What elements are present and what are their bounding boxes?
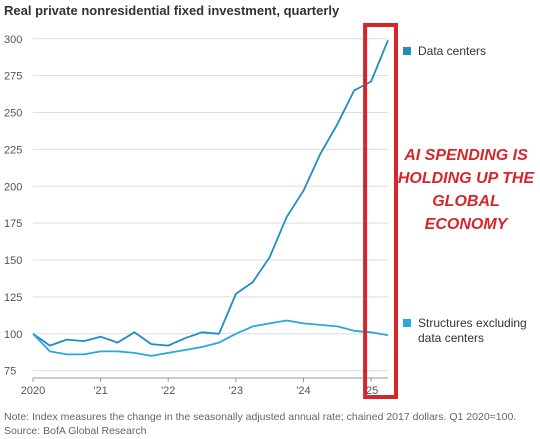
x-tick-label: '23 bbox=[229, 385, 243, 397]
y-tick-label: 225 bbox=[4, 144, 22, 156]
chart-source: Source: BofA Global Research bbox=[4, 425, 147, 437]
y-tick-label: 250 bbox=[4, 108, 22, 120]
annotation-line: GLOBAL bbox=[432, 193, 500, 210]
x-tick-label: '24 bbox=[296, 385, 310, 397]
chart-title: Real private nonresidential fixed invest… bbox=[4, 3, 340, 18]
y-tick-label: 125 bbox=[4, 292, 22, 304]
legend-label: Data centers bbox=[418, 44, 486, 58]
y-tick-label: 175 bbox=[4, 218, 22, 230]
y-tick-label: 275 bbox=[4, 71, 22, 83]
annotation-line: AI SPENDING IS bbox=[403, 147, 528, 164]
x-tick-label: '22 bbox=[161, 385, 175, 397]
x-axis-ticks: 2020 '21 '22 '23 '24 '25 bbox=[21, 377, 388, 397]
y-tick-label: 100 bbox=[4, 329, 22, 341]
legend-swatch bbox=[403, 47, 411, 55]
series-line-0 bbox=[32, 39, 389, 347]
y-tick-label: 75 bbox=[4, 366, 16, 378]
annotation-line: ECONOMY bbox=[425, 216, 509, 233]
x-tick-label: '25 bbox=[364, 385, 378, 397]
y-tick-label: 150 bbox=[4, 255, 22, 267]
series-lines bbox=[32, 39, 389, 357]
annotation: AI SPENDING IS HOLDING UP THE GLOBAL ECONOM… bbox=[398, 147, 536, 233]
legend: Data centers Structures excluding data cen… bbox=[403, 44, 527, 345]
chart-note: Note: Index measures the change in the s… bbox=[4, 411, 516, 423]
series-line-1 bbox=[32, 319, 389, 357]
annotation-line: HOLDING UP THE bbox=[398, 170, 536, 187]
legend-swatch bbox=[403, 319, 411, 327]
y-axis-ticks: 75 100 125 150 175 200 225 250 275 300 bbox=[4, 34, 22, 378]
x-tick-label: 2020 bbox=[21, 385, 45, 397]
y-tick-label: 300 bbox=[4, 34, 22, 46]
highlight-box bbox=[363, 23, 399, 399]
y-tick-label: 200 bbox=[4, 181, 22, 193]
x-tick-label: '21 bbox=[93, 385, 107, 397]
legend-label: Structures excluding data centers bbox=[418, 316, 527, 345]
gridlines bbox=[33, 38, 388, 372]
